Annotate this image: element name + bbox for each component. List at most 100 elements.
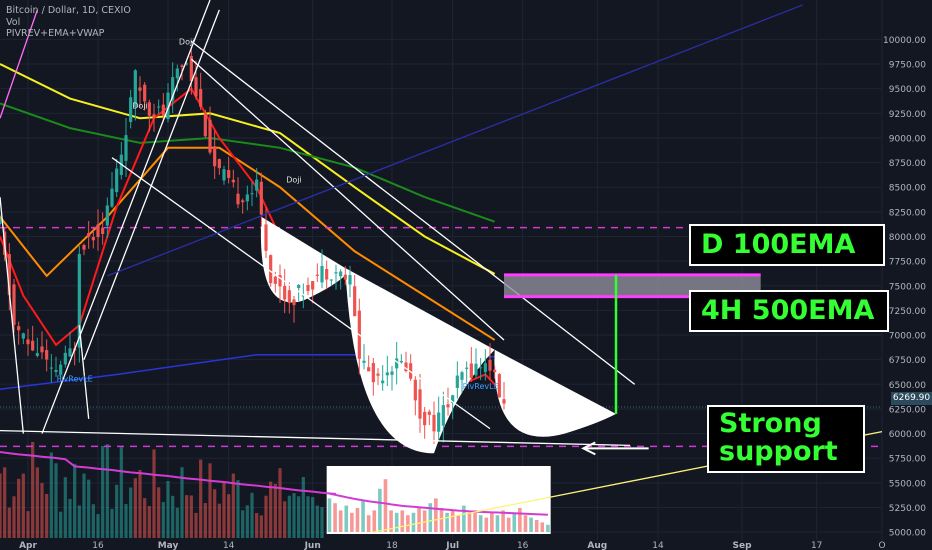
volume-bar bbox=[59, 511, 63, 538]
candle-body bbox=[287, 290, 291, 304]
symbol-title[interactable]: Bitcoin / Dollar, 1D, CEXIO bbox=[6, 5, 131, 16]
time-tick-label: 14 bbox=[652, 541, 664, 550]
volume-bar bbox=[68, 498, 72, 538]
candle-body bbox=[161, 104, 165, 116]
strong-support-label[interactable]: Strong support bbox=[707, 405, 865, 473]
candle-body bbox=[469, 363, 473, 378]
volume-bar bbox=[115, 484, 119, 538]
volume-bar bbox=[445, 512, 449, 532]
trendline bbox=[83, 9, 220, 360]
volume-bar bbox=[320, 507, 324, 538]
candle-body bbox=[488, 359, 492, 371]
volume-bar bbox=[327, 498, 332, 532]
volume-bar bbox=[273, 483, 277, 538]
trendline bbox=[190, 40, 636, 385]
candle-body bbox=[87, 233, 91, 237]
volume-bar bbox=[245, 505, 249, 538]
volume-bar bbox=[378, 488, 382, 532]
volume-bar bbox=[292, 493, 296, 538]
price-tick-label: 8500.00 bbox=[889, 184, 926, 194]
marker-doji: Doji bbox=[132, 101, 148, 110]
candle-body bbox=[418, 389, 422, 419]
candle-body bbox=[157, 106, 161, 108]
candle-body bbox=[138, 87, 142, 91]
candle-body bbox=[12, 284, 16, 325]
volume-bar bbox=[7, 507, 11, 538]
candle-body bbox=[353, 286, 357, 317]
volume-bar bbox=[467, 512, 472, 532]
volume-bar bbox=[213, 489, 217, 538]
price-tick-label: 6750.00 bbox=[889, 356, 926, 366]
candle-body bbox=[320, 266, 324, 283]
candle-body bbox=[259, 181, 263, 215]
candle-body bbox=[147, 102, 151, 116]
volume-bar bbox=[287, 495, 291, 538]
volume-bar bbox=[333, 503, 337, 532]
price-tick-label: 7000.00 bbox=[889, 332, 926, 342]
volume-bar bbox=[264, 495, 268, 538]
volume-bar bbox=[241, 510, 245, 538]
volume-bar bbox=[490, 512, 494, 532]
candle-body bbox=[213, 146, 217, 167]
candle-body bbox=[404, 362, 408, 372]
time-tick-label: 14 bbox=[223, 541, 235, 550]
price-tick-label: 7500.00 bbox=[889, 282, 926, 292]
time-tick-label: 16 bbox=[92, 541, 104, 550]
indicator-legend[interactable]: PIVREV+EMA+VWAP bbox=[6, 28, 105, 39]
candle-body bbox=[502, 399, 506, 404]
volume-bar bbox=[361, 500, 365, 532]
trendline bbox=[78, 325, 90, 419]
candle-body bbox=[264, 224, 268, 251]
volume-ma-line bbox=[329, 492, 548, 516]
trendline bbox=[107, 4, 803, 277]
volume-bar bbox=[278, 468, 282, 538]
volume-bar bbox=[434, 498, 438, 532]
volume-bar bbox=[394, 512, 399, 532]
candle-body bbox=[297, 284, 301, 289]
candle-body bbox=[77, 254, 81, 348]
volume-bar bbox=[473, 510, 477, 532]
h4-500ema-text: 4H 500EMA bbox=[701, 295, 875, 326]
candle-body bbox=[465, 367, 469, 369]
candle-body bbox=[101, 227, 105, 234]
volume-bar bbox=[129, 487, 133, 538]
volume-bar bbox=[355, 508, 360, 532]
candle-markers: Doji Doji Doji PivRevLE PivRevLE bbox=[57, 37, 499, 391]
candles bbox=[0, 46, 506, 444]
price-tick-label: 7750.00 bbox=[889, 258, 926, 268]
volume-legend[interactable]: Vol bbox=[6, 17, 21, 28]
candle-body bbox=[483, 363, 487, 373]
candle-body bbox=[362, 360, 366, 363]
volume-bar bbox=[315, 505, 319, 538]
marker-doji: Doji bbox=[179, 37, 195, 46]
volume-bar bbox=[21, 473, 25, 538]
time-tick-label: Sep bbox=[732, 541, 752, 550]
candle-body bbox=[385, 372, 389, 376]
candle-body bbox=[437, 412, 441, 432]
candle-body bbox=[348, 275, 352, 285]
volume-ma-line bbox=[0, 451, 337, 495]
d100ema-label[interactable]: D 100EMA bbox=[689, 224, 885, 266]
volume-bar bbox=[101, 445, 105, 538]
time-axis[interactable]: Apr 16 May 14 Jun 18 Jul 16 Aug 14 Sep 17 O bbox=[19, 541, 885, 550]
trendlines[interactable] bbox=[0, 0, 883, 533]
volume-bar bbox=[518, 508, 522, 532]
volume-bar bbox=[406, 515, 410, 532]
volume-bar bbox=[12, 496, 16, 538]
volume-bar bbox=[428, 503, 433, 532]
trendline bbox=[111, 157, 491, 430]
candle-body bbox=[45, 350, 49, 360]
h4-500ema-label[interactable]: 4H 500EMA bbox=[689, 290, 889, 332]
volume-bar bbox=[0, 473, 2, 538]
candle-body bbox=[222, 169, 226, 181]
volume-bar bbox=[250, 492, 254, 538]
candle-body bbox=[427, 411, 431, 415]
candle-body bbox=[124, 135, 128, 161]
candle-body bbox=[343, 274, 347, 280]
price-axis[interactable]: 5000.00 5250.00 5500.00 5750.00 6000.00 6250.… bbox=[883, 36, 926, 539]
candle-body bbox=[21, 333, 25, 339]
candle-body bbox=[152, 114, 156, 118]
time-tick-label: 16 bbox=[517, 541, 529, 550]
candle-body bbox=[311, 281, 315, 290]
